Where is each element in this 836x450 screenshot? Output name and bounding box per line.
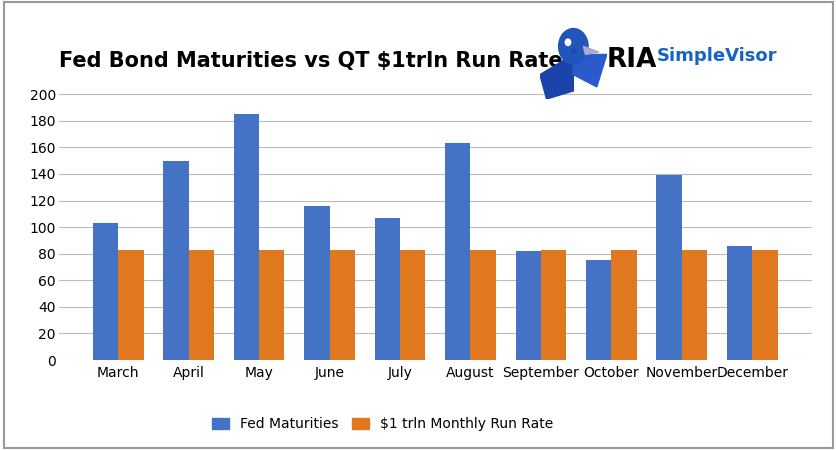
Bar [303, 206, 329, 360]
Text: RIA: RIA [606, 47, 656, 73]
Bar [540, 250, 566, 360]
Polygon shape [573, 54, 606, 87]
Bar [400, 250, 425, 360]
Bar [233, 114, 259, 360]
Text: ★: ★ [568, 47, 578, 57]
Bar [726, 246, 752, 360]
Circle shape [564, 39, 570, 45]
Bar [610, 250, 636, 360]
Bar [515, 251, 540, 360]
Bar [752, 250, 777, 360]
Bar [329, 250, 354, 360]
Bar [375, 218, 400, 360]
Bar [188, 250, 214, 360]
Bar [470, 250, 495, 360]
Bar [445, 144, 470, 360]
Bar [163, 161, 188, 360]
Bar [681, 250, 706, 360]
Legend: Fed Maturities, $1 trln Monthly Run Rate: Fed Maturities, $1 trln Monthly Run Rate [212, 417, 553, 431]
Bar [93, 223, 118, 360]
Bar [585, 261, 610, 360]
Polygon shape [583, 46, 598, 54]
Text: Fed Bond Maturities vs QT $1trln Run Rate: Fed Bond Maturities vs QT $1trln Run Rat… [59, 51, 562, 71]
Polygon shape [539, 54, 573, 99]
Bar [259, 250, 284, 360]
Text: SimpleVisor: SimpleVisor [656, 47, 777, 65]
Bar [118, 250, 144, 360]
Bar [655, 176, 681, 360]
Circle shape [558, 28, 588, 64]
